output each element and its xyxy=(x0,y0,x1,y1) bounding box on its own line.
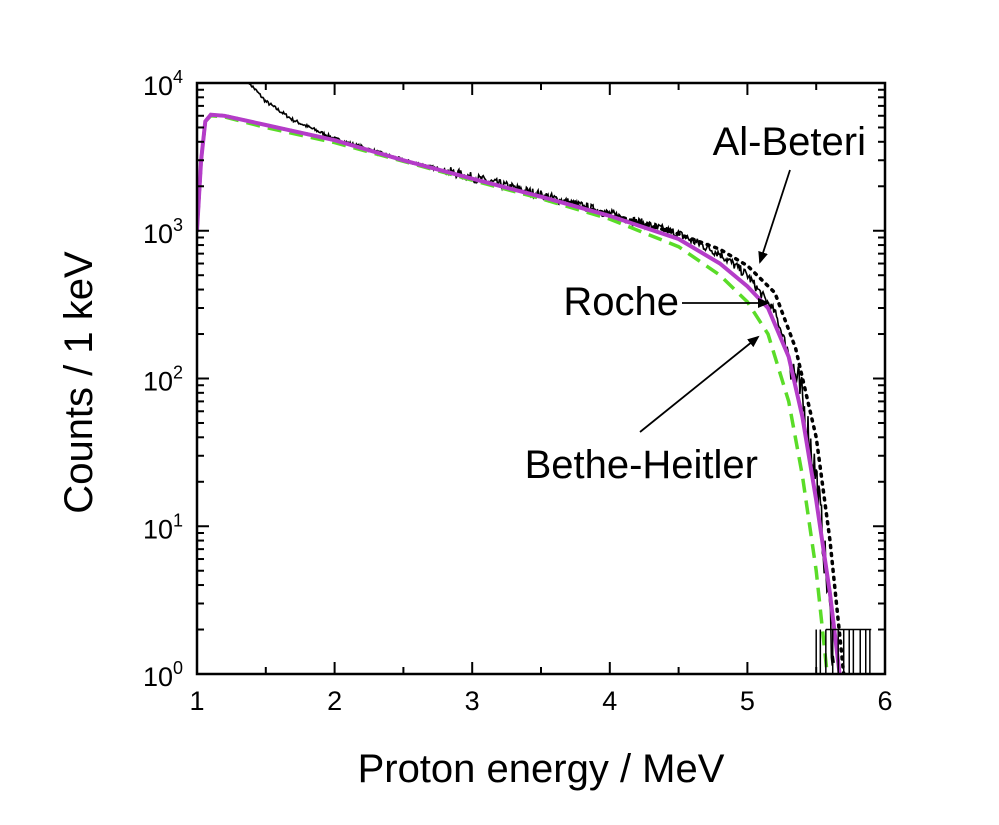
y-tick-base: 10 xyxy=(143,662,173,692)
series-group xyxy=(197,83,872,674)
y-tick-base: 10 xyxy=(143,367,173,397)
series-line-bethe-heitler xyxy=(197,113,829,674)
x-axis-title: Proton energy / MeV xyxy=(358,747,725,791)
y-tick-base: 10 xyxy=(143,71,173,101)
annotation-arrow-bethe-heitler xyxy=(639,335,760,433)
x-tick-label: 5 xyxy=(740,686,755,716)
y-axis-title: Counts / 1 keV xyxy=(57,251,101,514)
annotation-label-roche: Roche xyxy=(563,280,679,324)
y-tick-label: 101 xyxy=(143,510,183,544)
x-tick-label: 6 xyxy=(877,686,892,716)
y-tick-exponent: 4 xyxy=(173,67,183,87)
y-tick-label: 103 xyxy=(143,215,183,249)
y-tick-exponent: 2 xyxy=(173,363,183,383)
x-tick-label: 4 xyxy=(602,686,617,716)
x-tick-label: 1 xyxy=(189,686,204,716)
series-line-al-beteri xyxy=(197,112,846,674)
x-tick-label: 2 xyxy=(327,686,342,716)
x-tick-label: 3 xyxy=(465,686,480,716)
y-tick-exponent: 0 xyxy=(173,658,183,678)
y-tick-exponent: 3 xyxy=(173,215,183,235)
series-line-data xyxy=(248,83,835,666)
annotation-label-al-beteri: Al-Beteri xyxy=(713,120,866,164)
annot-layer: Al-Beteri Roche Bethe-Heitler xyxy=(525,120,866,487)
series-layer xyxy=(197,83,872,674)
y-tick-exponent: 1 xyxy=(173,510,183,530)
y-tick-base: 10 xyxy=(143,219,173,249)
annotation-label-bethe-heitler: Bethe-Heitler xyxy=(525,443,758,487)
y-tick-label: 102 xyxy=(143,363,183,397)
y-tick-label: 104 xyxy=(143,67,183,101)
series-line-roche xyxy=(197,112,842,674)
annotation-arrow-al-beteri xyxy=(758,169,791,264)
y-tick-base: 10 xyxy=(143,514,173,544)
y-tick-label: 100 xyxy=(143,658,183,692)
